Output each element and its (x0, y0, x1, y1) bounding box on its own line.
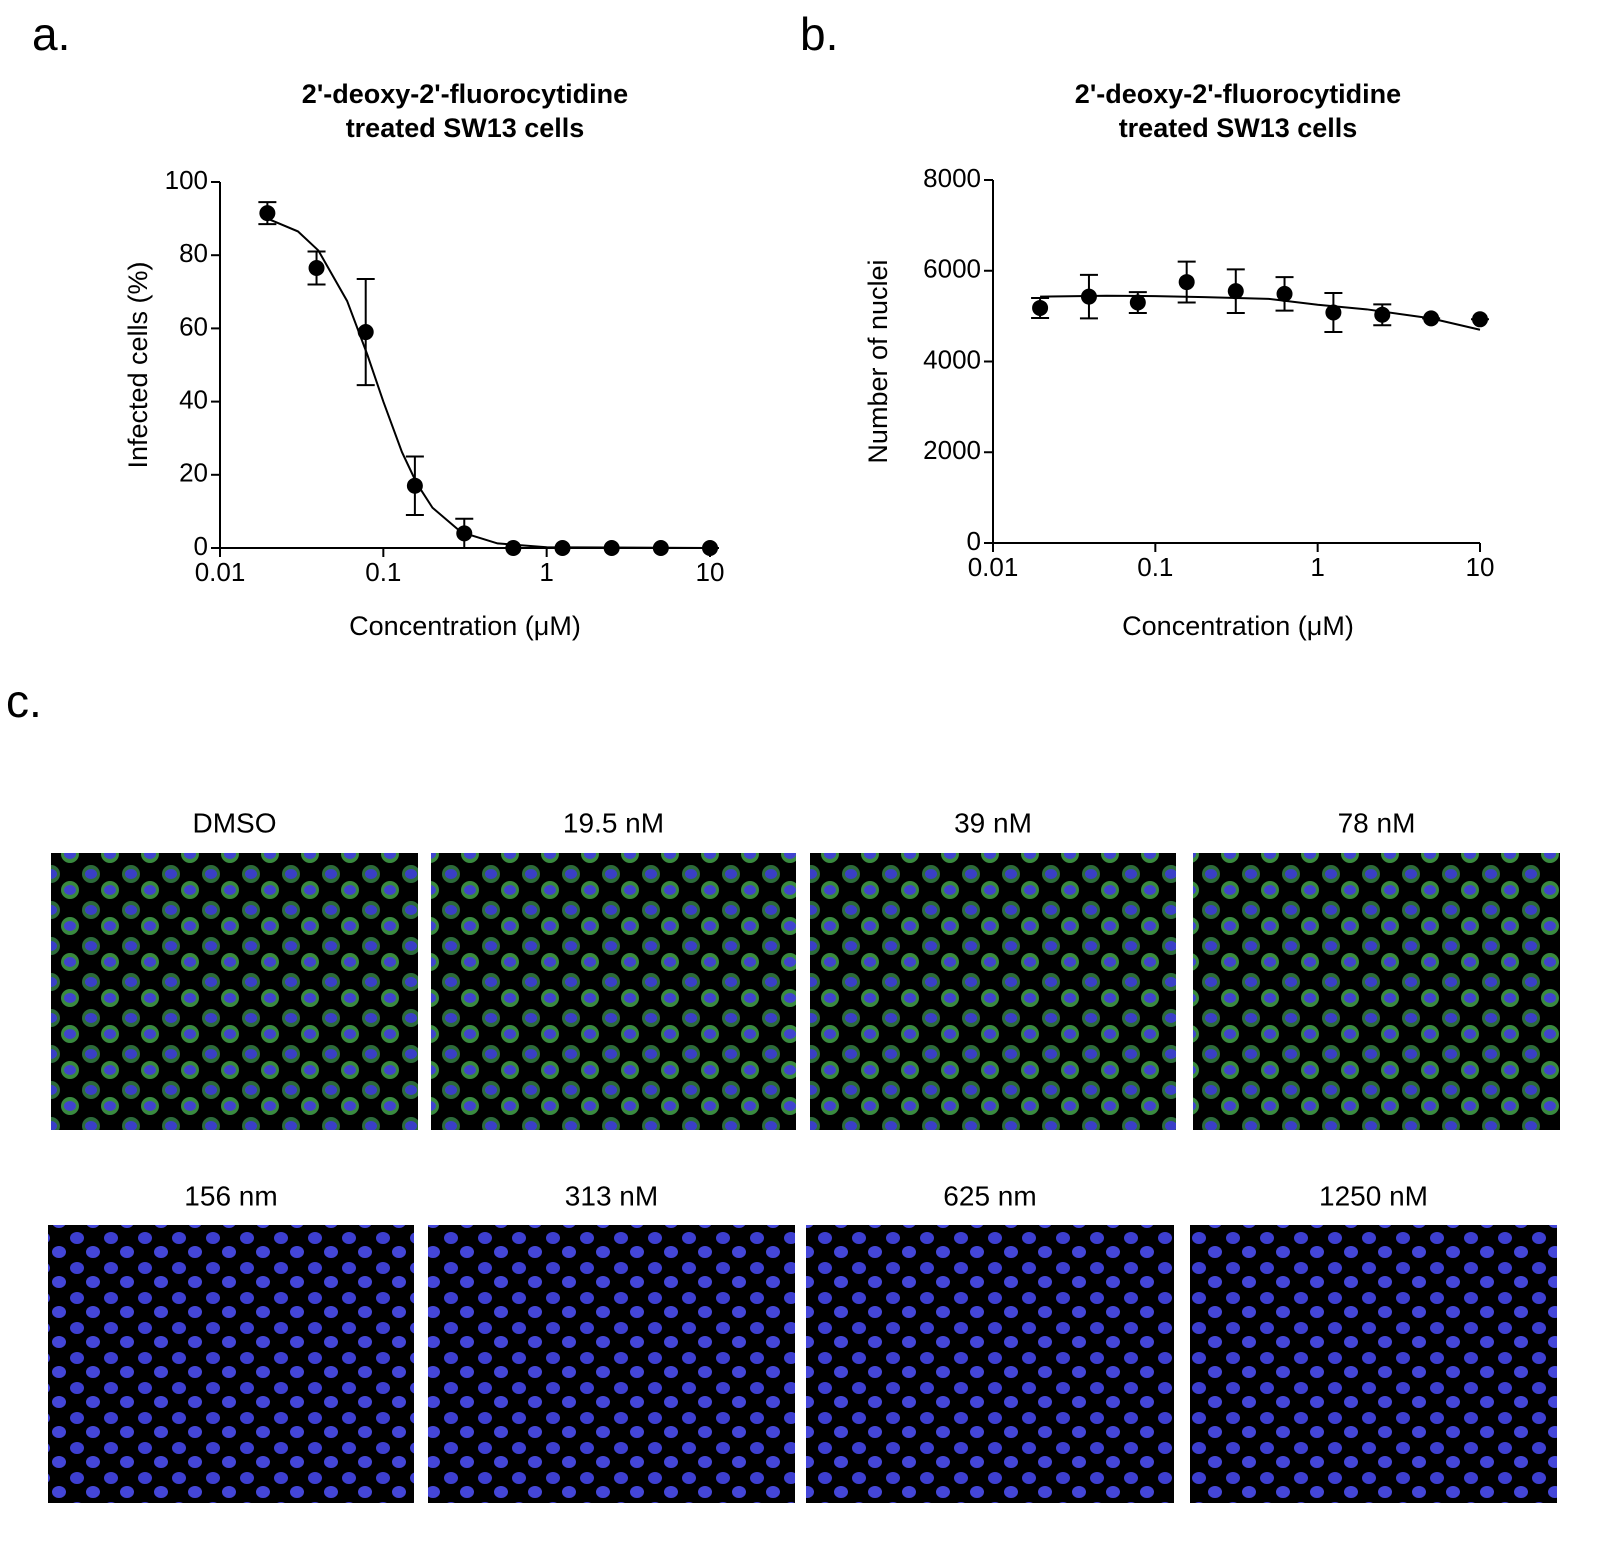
micrograph (428, 1225, 795, 1503)
y-tick-label: 60 (179, 311, 208, 341)
data-point (1325, 304, 1342, 321)
panel-label: c. (6, 675, 42, 727)
fit-curve (266, 217, 711, 549)
y-tick-label: 8000 (923, 163, 981, 193)
data-point (702, 540, 718, 556)
data-point (603, 540, 620, 556)
data-point (1080, 288, 1097, 305)
micrograph (431, 853, 796, 1130)
fit-curve (1040, 294, 1481, 331)
y-axis-label: Number of nuclei (863, 259, 893, 463)
y-axis-label: Infected cells (%) (123, 261, 153, 468)
image-caption: 19.5 nM (563, 807, 664, 838)
data-point (1129, 294, 1146, 311)
micrograph (810, 853, 1176, 1130)
x-axis-label: Concentration (μM) (349, 611, 581, 641)
x-tick-label: 10 (696, 557, 725, 587)
x-tick-label: 1 (539, 557, 553, 587)
y-tick-label: 40 (179, 384, 208, 414)
image-caption: 313 nM (565, 1180, 658, 1211)
image-caption: 625 nm (943, 1180, 1036, 1211)
y-tick-label: 0 (967, 526, 981, 556)
image-caption: 39 nM (954, 807, 1032, 838)
image-caption: 78 nM (1338, 807, 1416, 838)
chart-title: 2'-deoxy-2'-fluorocytidine (1075, 79, 1401, 109)
image-caption: 1250 nM (1319, 1180, 1428, 1211)
data-point (1276, 285, 1293, 302)
y-tick-label: 2000 (923, 435, 981, 465)
data-point (259, 205, 276, 222)
x-tick-label: 0.1 (365, 557, 401, 587)
data-point (505, 540, 522, 556)
x-tick-label: 0.01 (195, 557, 246, 587)
micrograph (1193, 853, 1560, 1130)
chart-title: treated SW13 cells (346, 113, 585, 143)
x-tick-label: 0.1 (1137, 552, 1173, 582)
data-point (456, 525, 473, 542)
micrograph (806, 1225, 1174, 1503)
panel-label: b. (800, 8, 838, 60)
data-point (652, 540, 669, 556)
data-point (1178, 274, 1195, 291)
image-caption: DMSO (193, 807, 277, 838)
x-axis-label: Concentration (μM) (1122, 611, 1354, 641)
chart-title: treated SW13 cells (1119, 113, 1358, 143)
micrograph (1190, 1225, 1557, 1503)
x-tick-label: 1 (1310, 552, 1324, 582)
data-point (554, 540, 571, 556)
y-tick-label: 4000 (923, 344, 981, 374)
y-tick-label: 100 (165, 165, 208, 195)
micrograph (48, 1225, 414, 1503)
x-tick-label: 10 (1466, 552, 1495, 582)
image-caption: 156 nm (184, 1180, 277, 1211)
y-tick-label: 80 (179, 238, 208, 268)
data-point (406, 477, 423, 494)
data-point (1374, 306, 1391, 323)
y-tick-label: 6000 (923, 254, 981, 284)
micrograph (51, 853, 418, 1130)
data-point (1227, 283, 1244, 300)
y-tick-label: 0 (194, 531, 208, 561)
data-point (1423, 310, 1440, 327)
data-point (357, 324, 374, 341)
data-point (308, 260, 325, 277)
data-point (1032, 299, 1049, 316)
panel-label: a. (32, 8, 70, 60)
y-tick-label: 20 (179, 458, 208, 488)
x-tick-label: 0.01 (968, 552, 1019, 582)
chart-title: 2'-deoxy-2'-fluorocytidine (302, 79, 628, 109)
data-point (1472, 311, 1488, 328)
